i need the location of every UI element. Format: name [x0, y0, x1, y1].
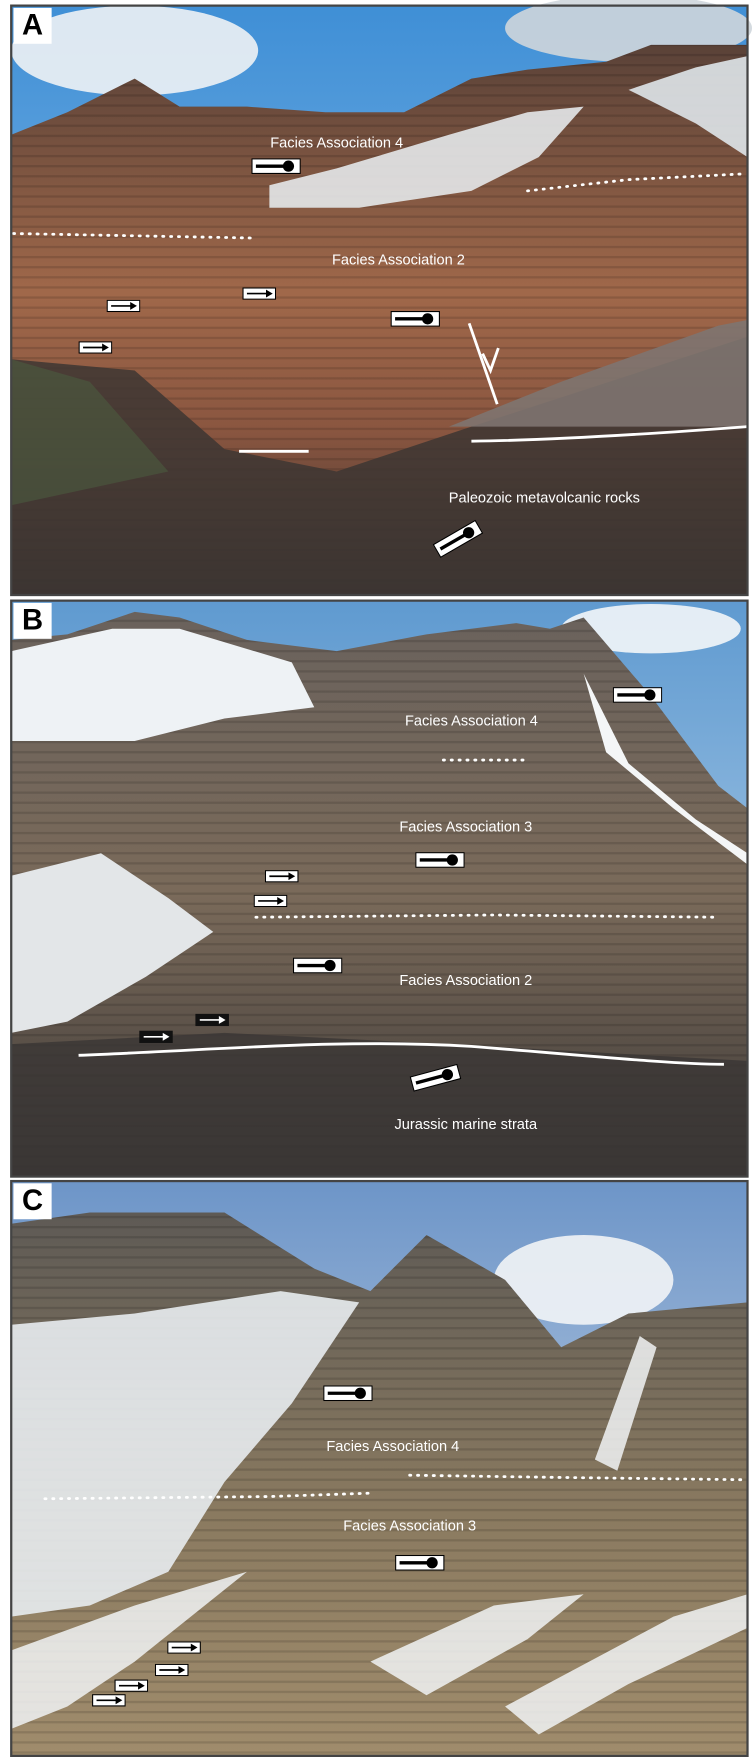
paleocurrent-symbol [292, 957, 343, 974]
arrow-symbol [167, 1641, 201, 1654]
contact-line [78, 1042, 724, 1066]
annotation: Facies Association 2 [399, 973, 532, 989]
panel-label: A [22, 10, 43, 42]
arrow-symbol [106, 299, 141, 313]
contact-line [471, 425, 748, 443]
contact-dotted [526, 172, 743, 193]
arrow-symbol [114, 1679, 149, 1692]
panel-c: Facies Association 4 Facies Association … [10, 1179, 749, 1757]
arrow-symbol [264, 870, 299, 883]
contact-dotted [254, 913, 720, 919]
annotation: Jurassic marine strata [395, 1117, 538, 1133]
arrow-symbol [195, 1013, 229, 1027]
arrow-symbol [154, 1663, 189, 1677]
paleocurrent-symbol [415, 852, 465, 868]
arrow-symbol [139, 1030, 173, 1043]
annotation: Paleozoic metavolcanic rocks [449, 490, 640, 506]
panel-b: Facies Association 4 Facies Association … [10, 599, 749, 1178]
paleocurrent-symbol [323, 1385, 373, 1402]
panel-label: C [22, 1185, 43, 1217]
annotation: Facies Association 4 [405, 714, 538, 730]
fault-sense [481, 347, 500, 375]
paleocurrent-symbol [612, 687, 663, 703]
contact-dotted [12, 232, 254, 240]
arrow-symbol [92, 1694, 126, 1707]
panel-label: B [22, 605, 43, 637]
annotation: Facies Association 2 [332, 252, 465, 268]
arrow-symbol [253, 894, 288, 908]
paleocurrent-symbol [251, 158, 301, 175]
annotation: Facies Association 4 [326, 1439, 459, 1455]
annotation: Facies Association 3 [343, 1519, 476, 1535]
paleocurrent-symbol [395, 1554, 445, 1571]
contact-dotted [408, 1473, 743, 1482]
panel-a: Facies Association 4 Facies Association … [10, 0, 752, 597]
paleocurrent-symbol [390, 310, 440, 327]
annotation: Facies Association 4 [270, 136, 403, 152]
contact-dotted [43, 1491, 372, 1501]
fault [467, 322, 499, 405]
annotation: Facies Association 3 [399, 819, 532, 835]
arrow-symbol [78, 341, 113, 354]
arrow-symbol [242, 287, 277, 300]
